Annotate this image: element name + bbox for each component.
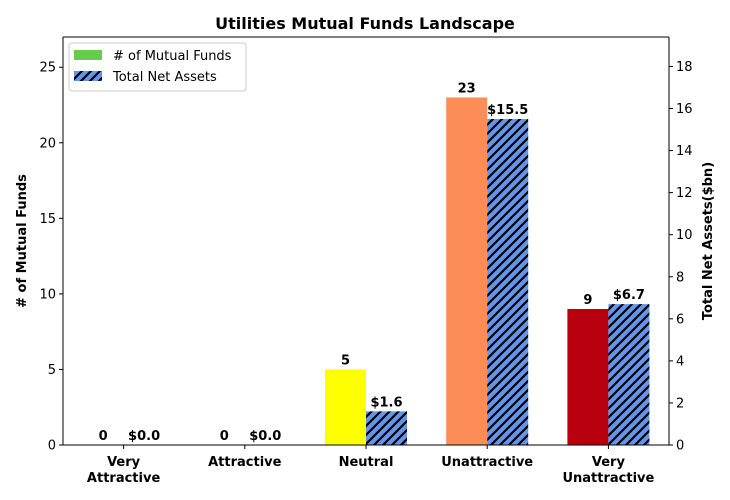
y-right-tick-label: 16 bbox=[676, 102, 693, 117]
x-tick-label: Unattractive bbox=[562, 471, 654, 486]
data-label-net-assets: $0.0 bbox=[128, 429, 160, 444]
legend-swatch-mutual-funds bbox=[74, 50, 102, 60]
y-axis-left-label: # of Mutual Funds bbox=[15, 174, 30, 308]
x-tick-label: Attractive bbox=[87, 471, 161, 486]
data-label-mutual-funds: 23 bbox=[458, 81, 476, 96]
y-right-tick-label: 2 bbox=[676, 396, 684, 411]
bar-mutual-funds bbox=[446, 97, 488, 445]
y-left-tick-label: 10 bbox=[39, 287, 56, 302]
y-right-tick-label: 14 bbox=[676, 144, 693, 159]
x-tick-label: Attractive bbox=[208, 455, 282, 470]
bar-mutual-funds bbox=[567, 309, 609, 445]
data-label-mutual-funds: 0 bbox=[220, 429, 229, 444]
y-left-tick-label: 5 bbox=[48, 363, 56, 378]
y-right-tick-label: 18 bbox=[676, 60, 693, 75]
x-tick-label: Very bbox=[107, 455, 141, 470]
x-tick-label: Neutral bbox=[339, 455, 394, 470]
y-left-tick-label: 20 bbox=[39, 136, 56, 151]
y-right-tick-label: 10 bbox=[676, 228, 693, 243]
bar-net-assets bbox=[608, 304, 650, 445]
bar-net-assets bbox=[487, 119, 529, 445]
x-tick-label: Unattractive bbox=[441, 455, 533, 470]
bar-net-assets bbox=[366, 411, 407, 445]
y-left-tick-label: 15 bbox=[39, 212, 56, 227]
bar-mutual-funds bbox=[325, 369, 366, 445]
chart-title: Utilities Mutual Funds Landscape bbox=[215, 14, 515, 33]
legend: # of Mutual Funds Total Net Assets bbox=[68, 42, 247, 92]
legend-label-mutual-funds: # of Mutual Funds bbox=[113, 49, 232, 64]
x-tick-label: Very bbox=[592, 455, 626, 470]
data-label-mutual-funds: 9 bbox=[583, 293, 592, 308]
data-label-mutual-funds: 0 bbox=[99, 429, 108, 444]
legend-label-net-assets: Total Net Assets bbox=[112, 70, 217, 85]
y-right-tick-label: 0 bbox=[676, 439, 684, 454]
y-left-tick-label: 0 bbox=[48, 439, 56, 454]
data-label-mutual-funds: 5 bbox=[341, 353, 350, 368]
y-right-tick-label: 12 bbox=[676, 186, 693, 201]
data-label-net-assets: $0.0 bbox=[249, 429, 281, 444]
legend-box bbox=[68, 42, 247, 92]
y-right-tick-label: 4 bbox=[676, 354, 684, 369]
y-left-tick-label: 25 bbox=[39, 61, 56, 76]
y-right-tick-label: 6 bbox=[676, 312, 684, 327]
y-axis-right-label: Total Net Assets($bn) bbox=[701, 162, 716, 320]
data-label-net-assets: $1.6 bbox=[370, 395, 402, 410]
legend-swatch-net-assets bbox=[74, 71, 102, 81]
data-label-net-assets: $6.7 bbox=[613, 288, 645, 303]
data-label-net-assets: $15.5 bbox=[487, 103, 528, 118]
y-right-tick-label: 8 bbox=[676, 270, 684, 285]
